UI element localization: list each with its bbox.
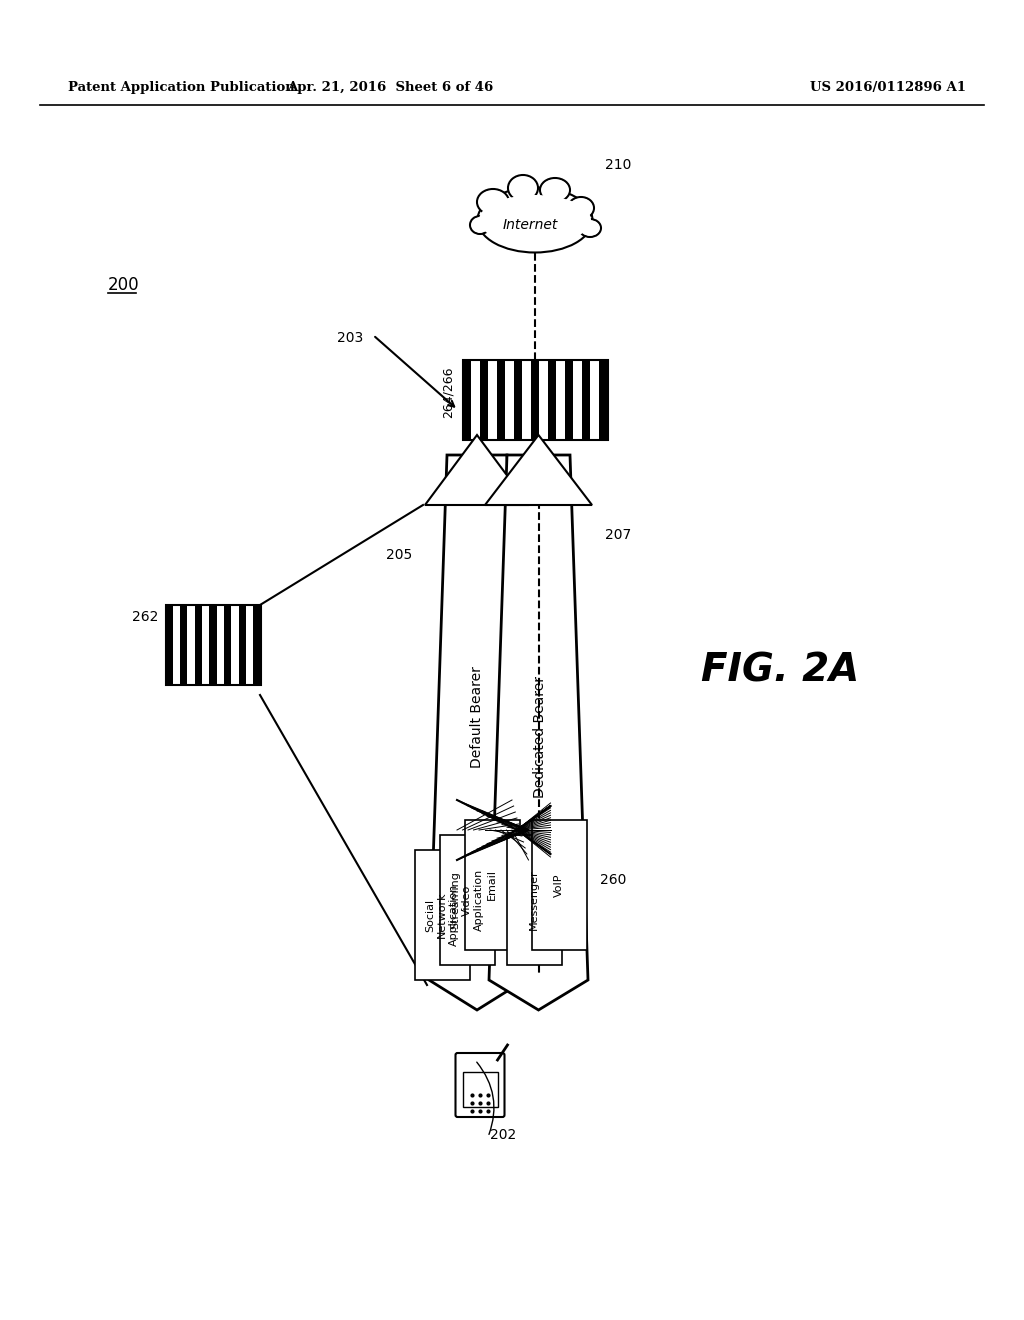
Text: Apr. 21, 2016  Sheet 6 of 46: Apr. 21, 2016 Sheet 6 of 46 [287, 82, 494, 95]
Text: 203: 203 [337, 331, 362, 345]
Text: 260: 260 [600, 873, 627, 887]
Bar [565, 360, 573, 440]
Bar [209, 605, 217, 685]
Text: FIG. 2A: FIG. 2A [700, 651, 859, 689]
Text: Default Bearer: Default Bearer [470, 667, 484, 768]
Text: 210: 210 [605, 158, 632, 172]
Ellipse shape [542, 180, 568, 201]
Text: Streaming
Video
Application: Streaming Video Application [451, 869, 483, 931]
Polygon shape [429, 455, 525, 1010]
Ellipse shape [540, 178, 570, 202]
Text: 205: 205 [386, 548, 412, 562]
Text: 262: 262 [132, 610, 158, 624]
Ellipse shape [477, 189, 509, 215]
Bar [531, 820, 587, 950]
Bar [195, 605, 202, 685]
Bar [440, 836, 495, 965]
Bar [548, 360, 556, 440]
Bar [465, 820, 520, 950]
Text: 202: 202 [490, 1129, 516, 1142]
Text: 200: 200 [108, 276, 139, 294]
Text: Patent Application Publication: Patent Application Publication [68, 82, 295, 95]
Ellipse shape [479, 195, 591, 246]
Polygon shape [489, 455, 588, 1010]
Bar [479, 360, 488, 440]
Bar [497, 360, 505, 440]
Ellipse shape [471, 218, 488, 232]
Polygon shape [485, 436, 592, 506]
Text: US 2016/0112896 A1: US 2016/0112896 A1 [810, 82, 966, 95]
Text: 264/266: 264/266 [442, 366, 455, 417]
Bar [514, 360, 522, 440]
Ellipse shape [508, 176, 538, 201]
Text: Dedicated Bearer: Dedicated Bearer [534, 676, 548, 799]
Polygon shape [425, 436, 529, 506]
Text: Messenger: Messenger [528, 870, 539, 931]
Bar [239, 605, 246, 685]
Ellipse shape [470, 216, 490, 234]
Bar [224, 605, 231, 685]
Ellipse shape [478, 190, 508, 214]
Bar [415, 850, 470, 979]
Bar [530, 360, 540, 440]
Bar [166, 605, 173, 685]
Bar [582, 360, 591, 440]
FancyBboxPatch shape [456, 1053, 505, 1117]
Text: Internet: Internet [503, 218, 558, 232]
Ellipse shape [581, 220, 599, 235]
Ellipse shape [477, 187, 593, 252]
Bar [463, 360, 607, 440]
Bar [463, 360, 471, 440]
Text: VoIP: VoIP [554, 874, 563, 896]
Bar [507, 836, 561, 965]
Text: Social
Network
Application: Social Network Application [425, 884, 459, 946]
Ellipse shape [579, 219, 601, 238]
Bar [166, 605, 260, 685]
Bar [599, 360, 607, 440]
Ellipse shape [568, 197, 594, 219]
Ellipse shape [510, 177, 537, 199]
Bar [463, 1072, 498, 1107]
Text: 207: 207 [605, 528, 631, 543]
Bar [180, 605, 187, 685]
Bar [253, 605, 260, 685]
Ellipse shape [569, 198, 593, 218]
Text: Email: Email [487, 870, 497, 900]
